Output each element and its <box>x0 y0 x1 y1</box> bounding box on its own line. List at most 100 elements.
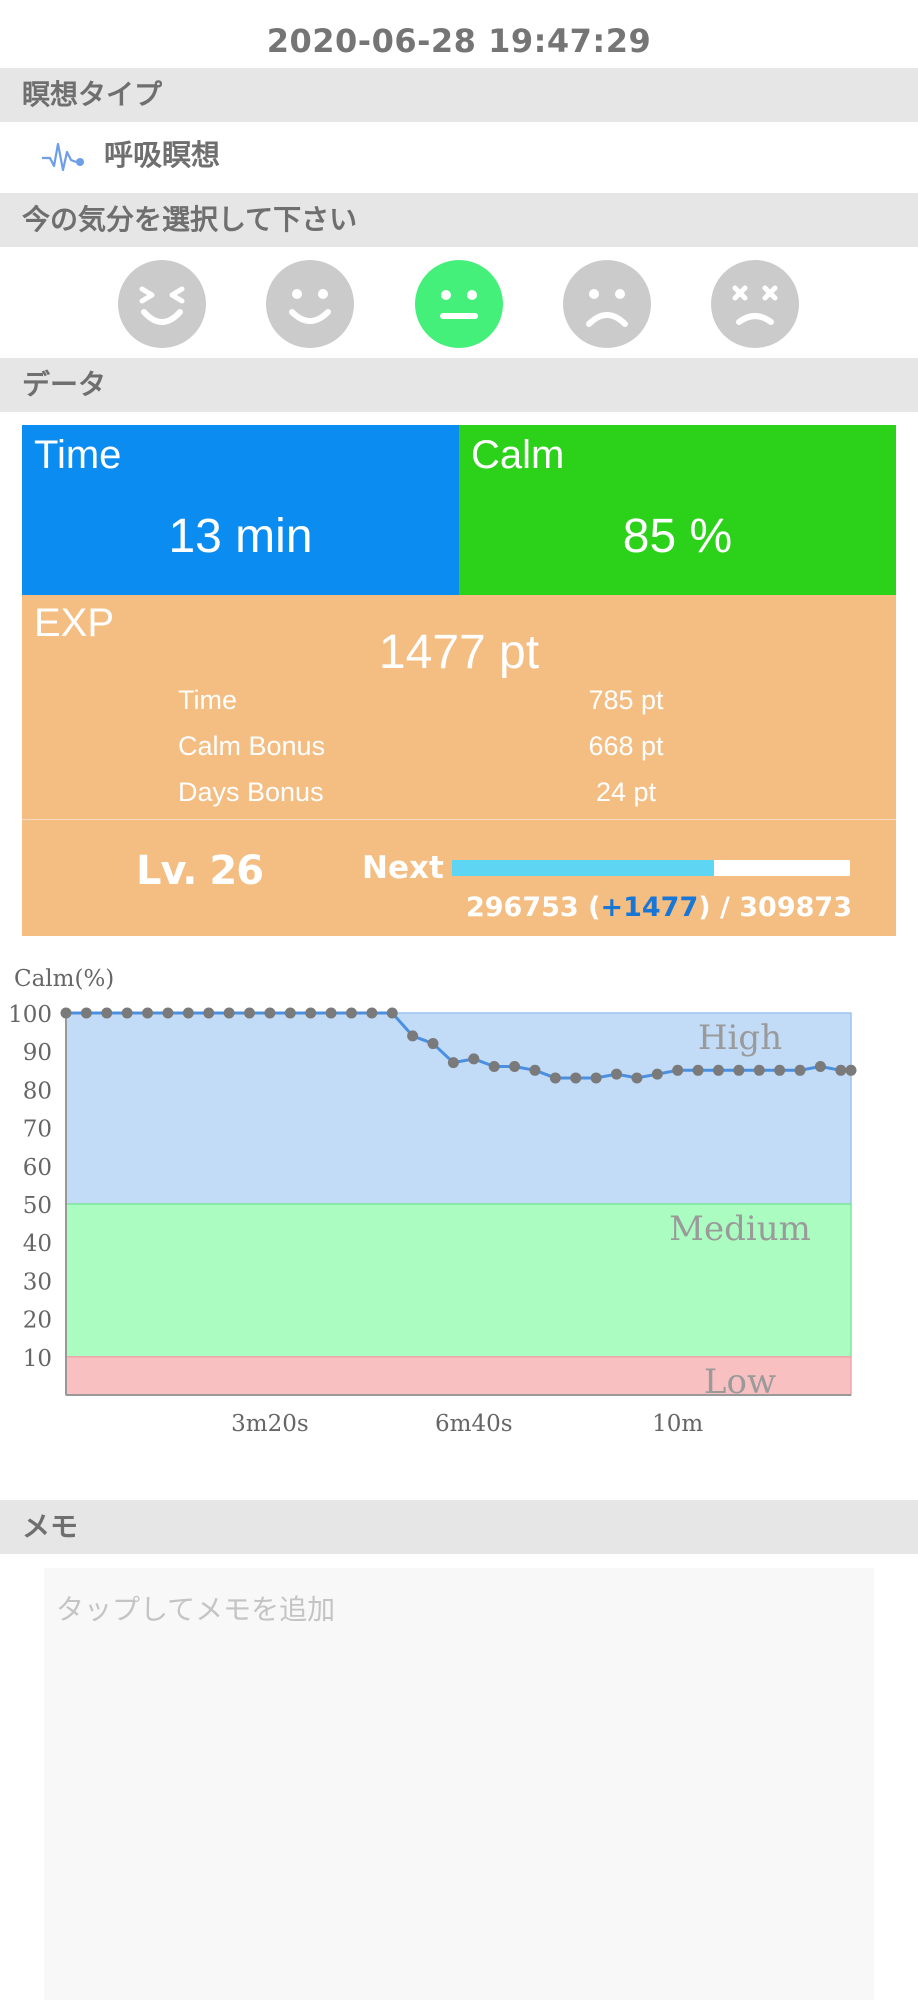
exp-box: EXP 1477 pt Time 785 pt Calm Bonus 668 p… <box>22 595 896 820</box>
calm-value: 85 % <box>622 510 733 563</box>
y-tick-label: 80 <box>23 1078 52 1104</box>
y-tick-label: 100 <box>8 1002 52 1028</box>
progress-text: 296753 (+1477) / 309873 <box>465 892 852 923</box>
data-point <box>488 1060 500 1072</box>
zone-low <box>65 1356 852 1396</box>
meditation-type-header: 瞑想タイプ <box>0 68 918 122</box>
data-point <box>712 1064 724 1076</box>
mood-grinning[interactable] <box>118 260 206 348</box>
data-point <box>733 1064 745 1076</box>
y-tick-label: 90 <box>23 1040 52 1066</box>
data-point <box>845 1064 857 1076</box>
data-point <box>345 1007 357 1019</box>
exp-title: EXP <box>34 601 115 645</box>
mood-smiling[interactable] <box>266 260 354 348</box>
data-point <box>142 1007 154 1019</box>
neutral-face-icon <box>440 290 478 319</box>
y-tick-label: 60 <box>23 1155 52 1181</box>
mood-neutral[interactable] <box>415 260 503 348</box>
exp-row-time: Time 785 pt <box>22 685 896 719</box>
data-point <box>325 1007 337 1019</box>
stats-card: Time 13 min Calm 85 % EXP 1477 pt Time 7… <box>22 425 896 936</box>
data-point <box>305 1007 317 1019</box>
level-box: Lv. 26 Next 296753 (+1477) / 309873 <box>22 820 896 936</box>
session-timestamp: 2020-06-28 19:47:29 <box>266 22 652 60</box>
y-tick-label: 20 <box>23 1308 52 1334</box>
data-point <box>284 1007 296 1019</box>
exp-row-label: Time <box>178 685 237 715</box>
data-point <box>590 1072 602 1084</box>
data-point <box>427 1038 439 1050</box>
smiling-face-icon <box>289 289 331 324</box>
data-point <box>631 1072 643 1084</box>
data-point <box>264 1007 276 1019</box>
calm-line <box>66 1011 851 1080</box>
data-point <box>549 1072 561 1084</box>
data-point <box>529 1064 541 1076</box>
mood-dizzy[interactable] <box>711 260 799 348</box>
data-point <box>60 1007 72 1019</box>
data-point <box>80 1007 92 1019</box>
level-progress-fill <box>452 860 714 876</box>
meditation-type-row[interactable]: 呼吸瞑想 <box>0 122 918 192</box>
dizzy-face-icon <box>732 285 778 325</box>
next-label: Next <box>362 850 444 886</box>
time-value: 13 min <box>168 510 313 563</box>
exp-total: 1477 pt <box>378 626 540 679</box>
data-point <box>468 1053 480 1065</box>
exp-row-calm-bonus: Calm Bonus 668 pt <box>22 731 896 765</box>
exp-row-label: Days Bonus <box>178 777 324 807</box>
data-point <box>386 1007 398 1019</box>
y-tick-label: 30 <box>23 1269 52 1295</box>
exp-row-days-bonus: Days Bonus 24 pt <box>22 777 896 811</box>
level-label: Lv. 26 <box>136 848 264 894</box>
x-tick-label: 6m40s <box>435 1411 513 1437</box>
data-point <box>101 1007 113 1019</box>
data-point <box>692 1064 704 1076</box>
meditation-type-label: 呼吸瞑想 <box>104 138 221 172</box>
pulse-icon <box>42 142 84 172</box>
data-point <box>366 1007 378 1019</box>
data-point <box>753 1064 765 1076</box>
data-point <box>182 1007 194 1019</box>
data-point <box>570 1072 582 1084</box>
calm-box: Calm 85 % <box>459 425 896 595</box>
zone-label-medium: Medium <box>669 1209 811 1249</box>
y-axis-label: Calm(%) <box>14 966 114 992</box>
data-point <box>814 1060 826 1072</box>
exp-row-value: 785 pt <box>588 685 664 715</box>
data-header: データ <box>0 358 918 412</box>
data-point <box>407 1030 419 1042</box>
memo-input[interactable] <box>44 1568 874 2000</box>
exp-row-label: Calm Bonus <box>178 731 326 761</box>
x-tick-label: 10m <box>652 1411 703 1437</box>
mood-header: 今の気分を選択して下さい <box>0 193 918 247</box>
data-point <box>794 1064 806 1076</box>
progress-target: 309873 <box>739 892 852 923</box>
mood-sad[interactable] <box>563 260 651 348</box>
memo-header: メモ <box>0 1500 918 1554</box>
level-progress-bar <box>452 860 850 876</box>
calm-title: Calm <box>471 433 565 477</box>
data-point <box>223 1007 235 1019</box>
data-point <box>611 1068 623 1080</box>
exp-row-value: 668 pt <box>588 731 664 761</box>
y-tick-label: 10 <box>23 1346 52 1372</box>
time-box: Time 13 min <box>22 425 459 595</box>
data-point <box>672 1064 684 1076</box>
data-point <box>162 1007 174 1019</box>
memo-area <box>44 1568 874 2000</box>
data-point <box>509 1060 521 1072</box>
time-title: Time <box>34 433 122 477</box>
y-tick-label: 40 <box>23 1231 52 1257</box>
data-point <box>203 1007 215 1019</box>
data-point <box>774 1064 786 1076</box>
data-point <box>121 1007 133 1019</box>
data-point <box>244 1007 256 1019</box>
data-point <box>651 1068 663 1080</box>
data-point <box>447 1057 459 1069</box>
progress-gain: +1477 <box>600 892 699 923</box>
y-tick-label: 50 <box>23 1193 52 1219</box>
progress-current: 296753 <box>465 892 579 923</box>
